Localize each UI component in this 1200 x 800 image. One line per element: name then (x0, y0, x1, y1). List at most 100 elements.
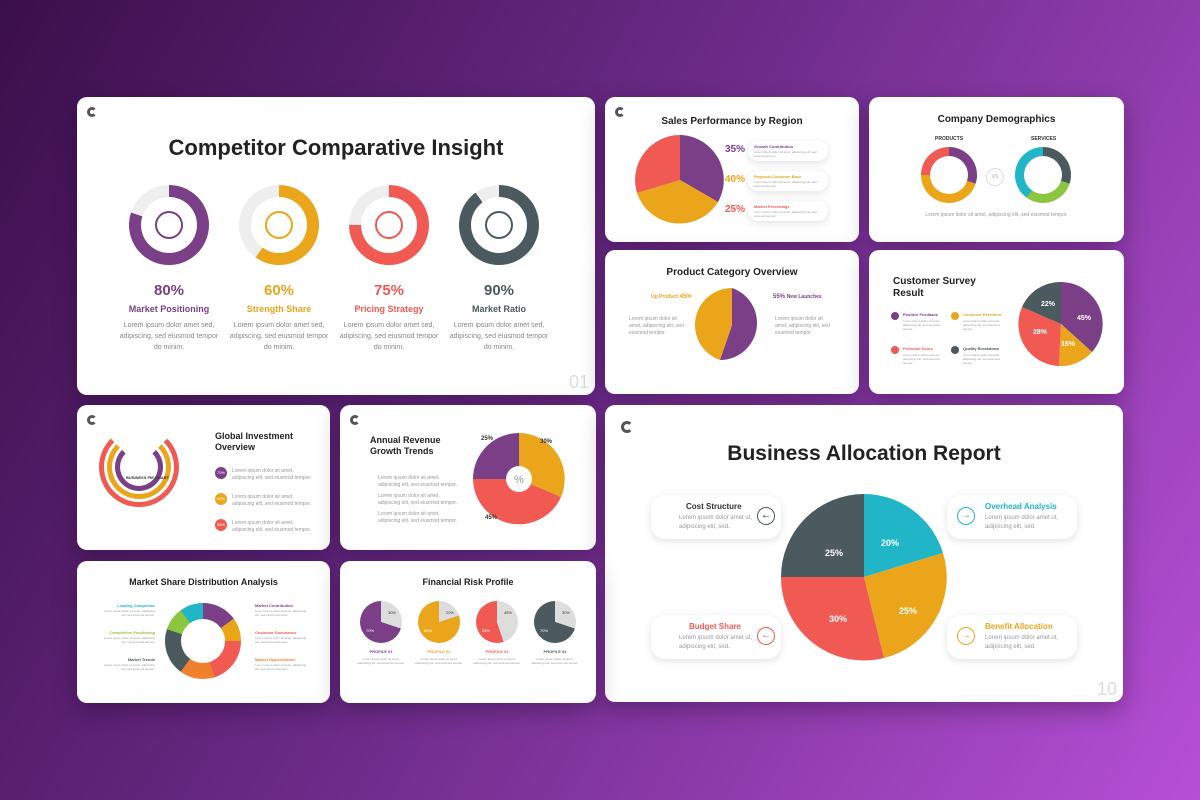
slide-product-category[interactable]: Product Category Overview Up Product 45%… (605, 250, 859, 394)
region-label: Regional Customer Base (754, 174, 802, 179)
metric-label: Strength Share (246, 304, 312, 314)
pct-30: 30% (540, 439, 553, 445)
slide-title: Business Allocation Report (727, 442, 1001, 465)
region-pct: 35% (725, 144, 746, 155)
risk-pct-b: 70% (540, 628, 549, 633)
slide-global-investment[interactable]: BUSINESS PIE CHART Global Investment Ove… (77, 405, 330, 550)
profile-label: PROFILE 03 (485, 649, 509, 654)
profile-desc: Lorem ipsum dolor sit amet, adipiscing e… (531, 657, 579, 665)
market-item-desc: Lorem ipsum dolor sit amet, adipiscing e… (255, 609, 307, 617)
overhead-analysis-card[interactable]: → Overhead Analysis Lorem ipsum dolor am… (947, 495, 1077, 539)
risk-pct-a: 45% (503, 610, 512, 615)
benefit-title: Benefit Allocation (985, 622, 1053, 631)
slide-annual-revenue[interactable]: Annual Revenue Growth Trends Lorem ipsum… (340, 405, 596, 550)
survey-item-desc: Lorem ipsum dolor sit amet, adipiscing e… (963, 353, 1001, 365)
new-launch-label: 55% New Launches (773, 294, 822, 300)
survey-item-label: Customer Retention (963, 312, 1002, 317)
market-item-desc: Lorem ipsum dolor sit amet, adipiscing e… (255, 663, 307, 671)
cost-structure-title: Cost Structure (686, 502, 742, 511)
pie-slice-yellow (1059, 324, 1092, 367)
investment-ring-outer (99, 427, 179, 507)
products-label: PRODUCTS (935, 136, 964, 142)
survey-item-label: Promoter Score (903, 346, 934, 351)
page-number: 01 (568, 372, 589, 392)
region-desc: Lorem ipsum dolor sit amet, adipiscing e… (754, 210, 817, 218)
risk-pie-chart: 20% 80% (418, 601, 460, 643)
market-item-desc: Lorem ipsum dolor sit amet, adipiscing e… (103, 663, 155, 671)
product-desc-right: Lorem ipsum dolor sit amet, adipiscing e… (775, 316, 830, 336)
survey-item-desc: Lorem ipsum dolor sit amet, adipiscing e… (903, 353, 941, 365)
risk-pct-a: 20% (445, 610, 454, 615)
percent-value: 60% (263, 282, 295, 299)
slide-company-demographics[interactable]: Company Demographics PRODUCTS SERVICES V… (869, 97, 1124, 242)
profile-desc: Lorem ipsum dolor sit amet, adipiscing e… (473, 657, 521, 665)
slide-business-allocation[interactable]: Business Allocation Report 25% 20% 25% 3… (605, 405, 1123, 702)
pie-slice-red (1018, 307, 1061, 366)
benefit-allocation-card[interactable]: → Benefit Allocation Lorem ipsum dolor a… (947, 615, 1077, 659)
region-pct: 25% (725, 204, 746, 215)
metric-desc: Lorem ipsum dolor amet sed, adipiscing, … (119, 322, 219, 351)
dollar-icon (375, 211, 403, 239)
budget-share-card[interactable]: Budget Share Lorem ipsum dolor amet ut, … (651, 615, 781, 659)
investment-badge: 60% (215, 493, 227, 505)
product-desc-left: Lorem ipsum dolor sit amet, adipiscing e… (629, 316, 684, 336)
page-number: 10 (1096, 679, 1117, 699)
new-launch-text: New Launches (786, 294, 822, 300)
revenue-desc-1: Lorem ipsum dolor sit amet, adipiscing e… (378, 475, 458, 488)
cost-structure-card[interactable]: Cost Structure Lorem ipsum dolor amet ut… (651, 495, 781, 539)
cost-structure-desc: Lorem ipsum dolor amet ut, adipiscing el… (679, 515, 753, 530)
up-product-text: Up Product (651, 294, 678, 300)
services-label: SERVICES (1031, 136, 1057, 142)
products-donut (921, 147, 977, 203)
risk-pie-chart: 45% 55% (476, 601, 518, 643)
slice-label-25b: 25% (899, 606, 917, 616)
slide-sales-performance[interactable]: Sales Performance by Region 35% Growth Co… (605, 97, 859, 242)
slide-customer-survey[interactable]: Customer Survey Result Positive Feedback… (869, 250, 1124, 394)
revenue-desc-3: Lorem ipsum dolor sit amet, adipiscing e… (378, 511, 458, 524)
pie-label-15: 15% (1061, 341, 1076, 348)
investment-ring-inner (115, 443, 163, 491)
region-desc: Lorem ipsum dolor sit amet, adipiscing e… (754, 180, 817, 188)
region-desc: Lorem ipsum dolor sit amet, adipiscing e… (754, 150, 817, 158)
risk-pct-a: 30% (561, 610, 570, 615)
slice-label-20: 20% (881, 538, 899, 548)
pie-slice-red (635, 135, 680, 193)
up-product-label: Up Product 45% (651, 294, 692, 300)
slide-title: Annual Revenue Growth Trends (370, 435, 441, 456)
vs-badge: VS (986, 168, 1004, 186)
revenue-desc-2: Lorem ipsum dolor sit amet, adipiscing e… (378, 493, 458, 506)
slide-financial-risk[interactable]: Financial Risk Profile 30% 70% PROFILE 01 L… (340, 561, 596, 703)
arrow-left-icon: ← (757, 507, 775, 525)
risk-pie-chart: 30% 70% (360, 601, 402, 643)
certificate-icon (265, 211, 293, 239)
overhead-title: Overhead Analysis (985, 502, 1057, 511)
slide-title: Customer Survey Result (893, 276, 976, 299)
region-row: Regional Customer Base Lorem ipsum dolor … (748, 171, 828, 191)
percent-value: 75% (373, 282, 405, 299)
store-icon (485, 211, 513, 239)
metric-label: Pricing Strategy (354, 304, 424, 314)
briefcase-icon (155, 211, 183, 239)
survey-pie-chart: 45% 28% 15% 22% (1018, 281, 1103, 367)
market-item-label: Leading Competitor (117, 603, 155, 608)
pie-slice-purple (720, 288, 757, 360)
investment-desc: Lorem ipsum dolor sit amet, adipiscing e… (232, 494, 312, 507)
logo-icon (87, 415, 97, 425)
slide-competitor-insight[interactable]: Competitor Comparative Insight 80% Market… (77, 97, 595, 395)
slide-title: Financial Risk Profile (422, 577, 514, 587)
market-share-donut (165, 603, 241, 679)
up-product-pct: 45% (679, 294, 692, 300)
slice-label-30: 30% (829, 614, 847, 624)
arrow-right-icon: → (957, 627, 975, 645)
benefit-desc: Lorem ipsum dolor amet ut, adipiscing el… (985, 635, 1059, 650)
percent-value: 80% (153, 282, 185, 299)
percent-value: 90% (483, 282, 515, 299)
survey-item-desc: Lorem ipsum dolor sit amet, adipiscing e… (963, 319, 1001, 331)
slide-market-share[interactable]: Market Share Distribution Analysis Leadi… (77, 561, 330, 703)
region-label: Market Percentage (754, 204, 790, 209)
slide-title: Competitor Comparative Insight (168, 135, 504, 160)
survey-item-label: Positive Feedback (903, 312, 938, 317)
pie-slice-teal (864, 494, 943, 577)
pie-label-45: 45% (1077, 315, 1092, 322)
overhead-desc: Lorem ipsum dolor amet ut, adipiscing el… (985, 515, 1059, 530)
